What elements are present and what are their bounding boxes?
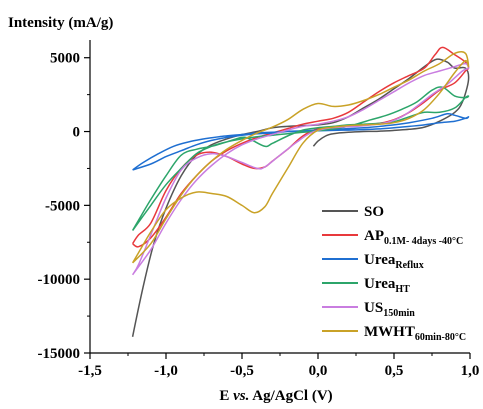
- y-tick-label: -10000: [38, 272, 81, 288]
- x-ticks: -1,5 -1,0 -0,5 0,0 0,5 1,0: [78, 353, 479, 379]
- y-ticks: -15000 -10000 -5000 0 5000: [38, 51, 90, 362]
- x-axis-title: E vs. Ag/AgCl (V): [219, 388, 332, 404]
- x-tick-label: 0,5: [385, 363, 404, 379]
- legend-label-us-150min: US150min: [364, 300, 415, 319]
- y-axis-title: Intensity (mA/g): [8, 15, 113, 31]
- legend-label-urea-ht: UreaHT: [364, 276, 410, 295]
- series-group: [131, 46, 470, 337]
- y-tick-label: 0: [73, 125, 81, 141]
- y-tick-label: 5000: [50, 51, 80, 67]
- series-line-us-150min: [131, 62, 470, 276]
- x-axis-title-part-2: vs.: [233, 388, 249, 404]
- x-tick-label: -1,5: [78, 363, 102, 379]
- legend-label-ap-0-1m-4days-40-c: AP0.1M- 4days -40°C: [364, 228, 463, 247]
- x-tick-label: -0,5: [230, 363, 254, 379]
- x-tick-label: -1,0: [154, 363, 178, 379]
- series-line-urea-reflux: [132, 112, 470, 171]
- series-line-mwht-60min-80-c: [131, 51, 470, 264]
- legend-label-urea-reflux: UreaReflux: [364, 252, 424, 271]
- x-tick-label: 0,0: [309, 363, 328, 379]
- y-tick-label: -15000: [38, 346, 81, 362]
- x-axis-title-part-1: E: [219, 388, 233, 404]
- series-line-so: [131, 58, 470, 337]
- legend-label-mwht-60min-80-c: MWHT60min-80°C: [364, 324, 466, 343]
- x-tick-label: 1,0: [461, 363, 480, 379]
- x-axis-title-part-3: Ag/AgCl (V): [249, 388, 332, 404]
- legend: SO AP0.1M- 4days -40°C UreaReflux UreaHT US1…: [322, 204, 466, 343]
- legend-label-so: SO: [364, 204, 384, 220]
- y-tick-label: -5000: [45, 198, 80, 214]
- series-line-urea-ht: [131, 86, 470, 231]
